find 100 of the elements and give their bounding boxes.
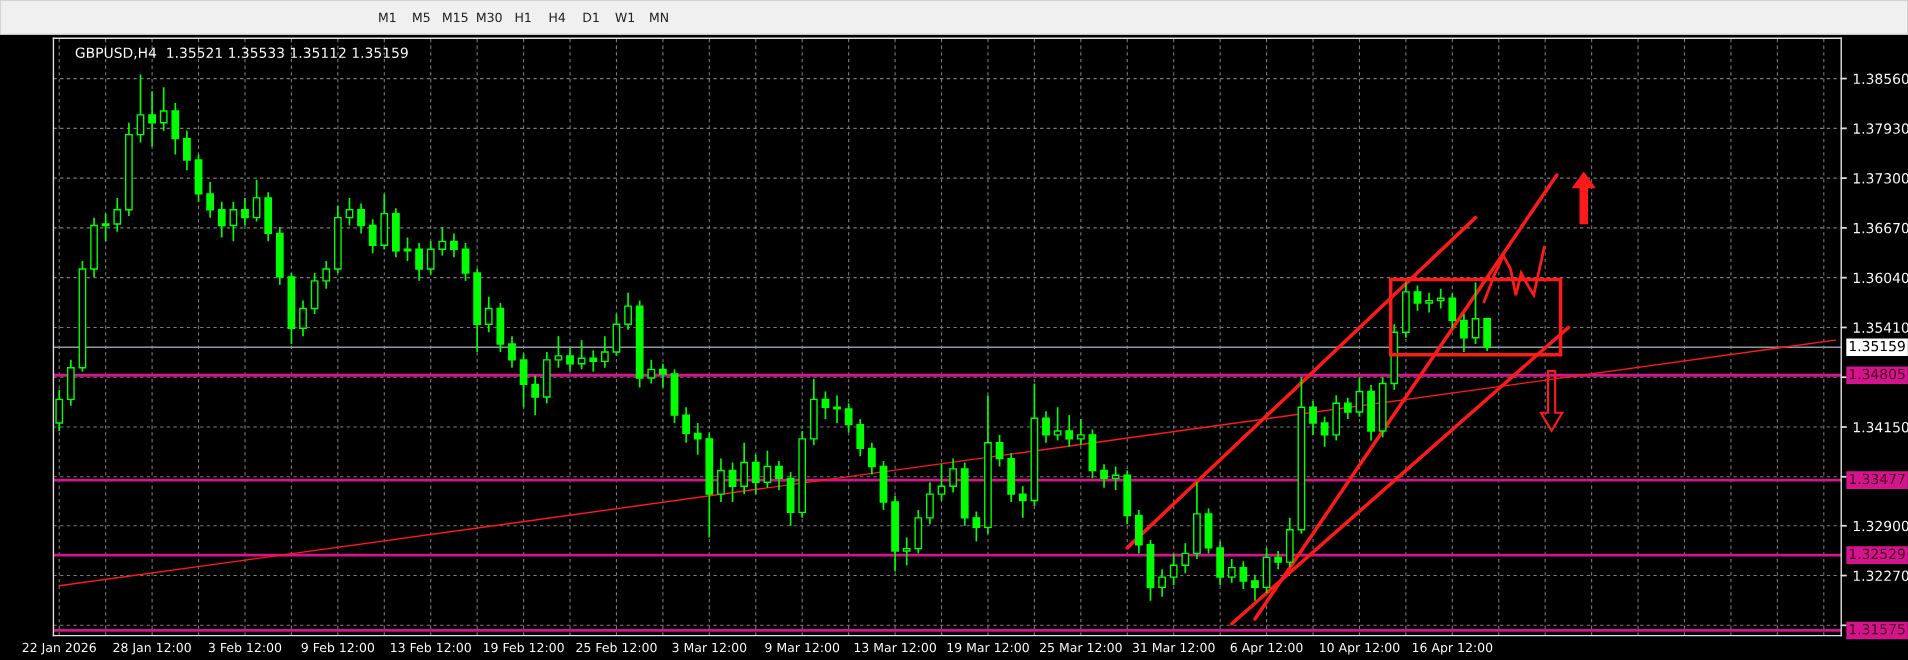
candlestick [972, 510, 981, 543]
x-tick-label: 10 Apr 12:00 [1320, 642, 1400, 655]
candlestick [1355, 376, 1364, 418]
candlestick [1309, 400, 1317, 436]
candlestick [1227, 558, 1236, 584]
x-tick-label: 9 Mar 12:00 [765, 642, 840, 653]
ref-line-label: 1.32529 [1849, 548, 1905, 560]
x-tick-label: 28 Jan 12:00 [113, 642, 191, 655]
candlestick [1251, 573, 1259, 602]
y-tick-label: 1.36040 [1853, 272, 1908, 284]
candlestick [1239, 560, 1248, 590]
candlestick [856, 418, 865, 458]
candlestick [775, 460, 783, 492]
y-tick-label: 1.32900 [1853, 520, 1908, 532]
candlestick [438, 226, 447, 257]
y-tick-label: 1.37300 [1853, 173, 1908, 184]
candlestick [577, 339, 586, 371]
candlestick [426, 240, 435, 276]
candlestick [217, 200, 226, 239]
candlestick [659, 362, 667, 389]
candlestick [693, 422, 702, 456]
candlestick [403, 236, 412, 262]
x-tick-label: 19 Feb 12:00 [483, 642, 564, 653]
text: M5 [413, 12, 430, 23]
candlestick [728, 461, 737, 503]
candlestick [1448, 292, 1457, 330]
y-tick-label: 1.36670 [1853, 222, 1908, 234]
x-tick-label: 19 Mar 12:00 [947, 642, 1029, 653]
candlestick [148, 90, 156, 148]
candlestick [206, 181, 215, 219]
candlestick [1158, 568, 1166, 598]
candlestick [751, 453, 760, 495]
x-tick-label: 9 Feb 12:00 [301, 642, 375, 653]
candlestick [554, 335, 563, 369]
text: MN [650, 12, 668, 22]
text: D1 [583, 12, 599, 22]
candlestick [867, 441, 876, 476]
candlestick [1343, 396, 1352, 420]
candlestick [1425, 291, 1433, 314]
ref-line-label: 1.34805 [1849, 368, 1905, 380]
y-tick-label: 1.32270 [1853, 570, 1908, 582]
candlestick [833, 394, 841, 424]
x-tick-label: 6 Apr 12:00 [1230, 642, 1303, 655]
candlestick [1100, 463, 1108, 489]
candlestick [1413, 284, 1422, 312]
text: H4 [549, 12, 566, 22]
candlestick [113, 197, 122, 233]
candlestick [1111, 465, 1120, 492]
candlestick [415, 242, 423, 282]
x-tick-label: 25 Mar 12:00 [1040, 642, 1122, 653]
x-tick-label: 31 Mar 12:00 [1132, 642, 1215, 653]
text: M15 [443, 12, 468, 23]
candlestick [926, 481, 934, 526]
candlestick [682, 406, 691, 444]
x-tick-label: 3 Mar 12:00 [672, 642, 747, 653]
candlestick [1042, 410, 1050, 444]
candlestick [322, 260, 331, 290]
candlestick [299, 299, 307, 337]
candlestick [821, 390, 830, 420]
candlestick [1053, 406, 1062, 442]
ref-line-label: 1.35159 [1849, 340, 1905, 352]
candlestick [1274, 550, 1283, 571]
candlestick [450, 232, 458, 258]
candlestick [136, 73, 145, 144]
candlestick [252, 178, 261, 223]
y-tick-label: 1.38560 [1853, 73, 1908, 85]
candlestick [484, 295, 493, 334]
ref-line-label: 1.31575 [1849, 623, 1905, 635]
candlestick [949, 457, 958, 494]
candlestick [1065, 414, 1074, 448]
candlestick [902, 536, 911, 567]
candlestick [1471, 281, 1480, 345]
candlestick [159, 86, 168, 132]
candlestick [368, 218, 377, 255]
text: W1 [615, 12, 635, 22]
candlestick [995, 434, 1004, 468]
candlestick [763, 449, 772, 489]
text: M30 [477, 12, 502, 23]
candlestick [937, 463, 946, 502]
candlestick [357, 202, 365, 235]
candlestick [1018, 485, 1027, 519]
candlestick [345, 197, 354, 227]
x-tick-label: 22 Jan 2026 [22, 642, 96, 655]
y-tick-label: 1.34150 [1853, 421, 1908, 433]
x-tick-label: 13 Mar 12:00 [854, 642, 936, 653]
x-tick-label: 3 Feb 12:00 [208, 642, 282, 653]
candlestick [241, 197, 249, 227]
candlestick [566, 347, 574, 373]
candlestick [740, 441, 749, 495]
candlestick [624, 291, 632, 331]
x-tick-label: 13 Feb 12:00 [391, 642, 471, 653]
candlestick [101, 212, 110, 243]
candlestick [717, 457, 725, 503]
ref-line-label: 1.33477 [1849, 473, 1905, 485]
candlestick [1169, 552, 1178, 586]
candlestick [647, 359, 656, 385]
candlestick [508, 335, 516, 369]
candlestick [589, 349, 598, 373]
candlestick [55, 389, 64, 432]
text: GBPUSD,H4 1.35521 1.35533 1.35112 1.35159 [75, 47, 408, 60]
